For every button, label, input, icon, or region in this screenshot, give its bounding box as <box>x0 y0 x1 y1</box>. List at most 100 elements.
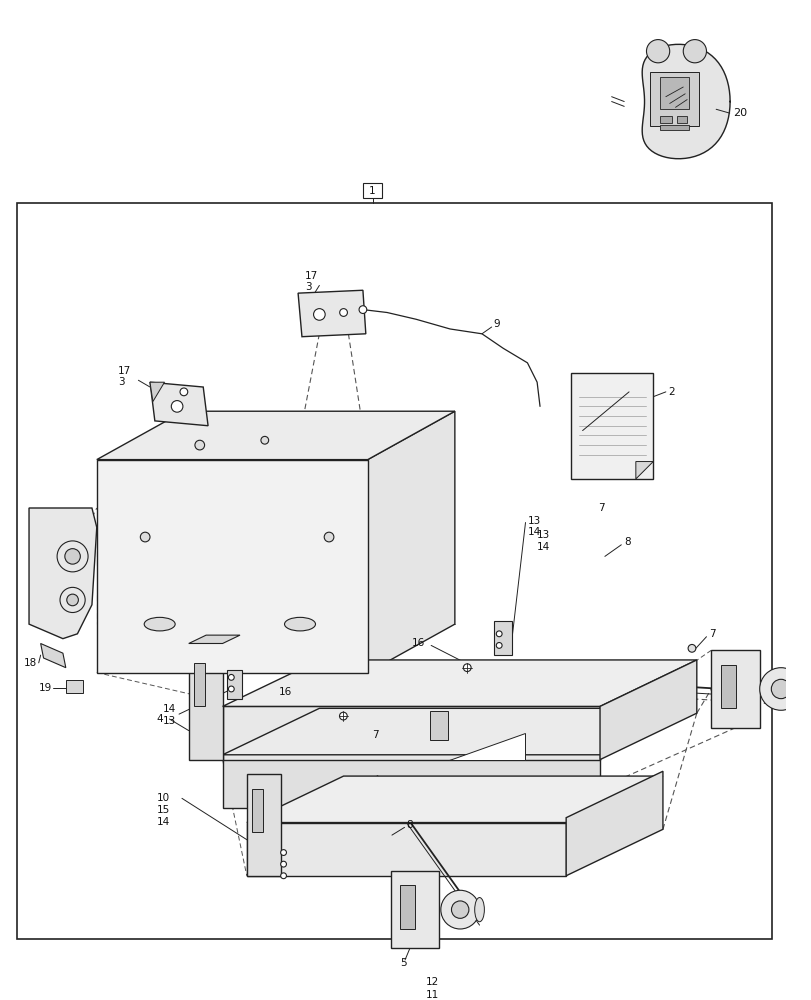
Polygon shape <box>227 670 242 699</box>
Polygon shape <box>222 708 696 755</box>
Bar <box>251 789 263 832</box>
Text: 8: 8 <box>406 820 413 830</box>
Polygon shape <box>41 643 66 668</box>
Circle shape <box>281 850 286 855</box>
Bar <box>400 885 414 929</box>
Circle shape <box>228 674 234 680</box>
Polygon shape <box>570 373 653 479</box>
Polygon shape <box>298 290 366 337</box>
Polygon shape <box>188 635 240 643</box>
Circle shape <box>195 440 204 450</box>
Text: 3: 3 <box>304 282 311 292</box>
Ellipse shape <box>144 617 175 631</box>
Text: 13: 13 <box>536 530 550 540</box>
Text: 7: 7 <box>372 730 379 740</box>
Circle shape <box>687 644 695 652</box>
Polygon shape <box>659 77 689 109</box>
Ellipse shape <box>474 898 484 922</box>
Text: 7: 7 <box>709 629 715 639</box>
Circle shape <box>463 664 470 672</box>
Polygon shape <box>247 823 565 876</box>
Polygon shape <box>710 650 759 728</box>
Text: 16: 16 <box>412 638 425 648</box>
Bar <box>17 203 771 939</box>
Circle shape <box>759 668 801 710</box>
Polygon shape <box>188 643 222 760</box>
Text: 3: 3 <box>118 377 125 387</box>
Text: 2: 2 <box>667 387 674 397</box>
Circle shape <box>451 901 468 918</box>
Bar <box>193 663 205 706</box>
Text: 14: 14 <box>536 542 550 552</box>
Bar <box>430 711 447 740</box>
Circle shape <box>440 890 479 929</box>
Polygon shape <box>222 706 599 760</box>
Text: 18: 18 <box>24 658 37 668</box>
Circle shape <box>67 594 79 606</box>
Circle shape <box>770 679 790 699</box>
Polygon shape <box>29 508 97 639</box>
Circle shape <box>496 631 501 637</box>
Bar <box>659 125 689 130</box>
Bar <box>66 680 83 693</box>
Text: 20: 20 <box>732 108 747 118</box>
Circle shape <box>313 309 324 320</box>
Circle shape <box>339 309 347 316</box>
Polygon shape <box>150 382 208 426</box>
Text: 13: 13 <box>527 516 540 526</box>
Polygon shape <box>650 72 698 126</box>
Text: 19: 19 <box>39 683 52 693</box>
Circle shape <box>228 686 234 692</box>
Ellipse shape <box>796 675 807 703</box>
Text: 17: 17 <box>118 366 131 376</box>
Circle shape <box>281 873 286 879</box>
Circle shape <box>57 541 88 572</box>
Bar <box>676 116 686 123</box>
Circle shape <box>358 306 367 313</box>
Polygon shape <box>599 660 696 760</box>
Polygon shape <box>565 771 662 876</box>
Circle shape <box>65 549 80 564</box>
Text: 5: 5 <box>400 958 406 968</box>
Circle shape <box>496 643 501 648</box>
Polygon shape <box>448 733 524 760</box>
Text: 9: 9 <box>493 319 500 329</box>
Text: 12: 12 <box>425 977 438 987</box>
Circle shape <box>180 388 187 396</box>
Text: 1: 1 <box>369 186 375 196</box>
Polygon shape <box>222 755 599 808</box>
Polygon shape <box>150 382 165 402</box>
Text: 15: 15 <box>157 805 169 815</box>
Polygon shape <box>635 462 653 479</box>
Text: 10: 10 <box>157 793 169 803</box>
Circle shape <box>682 40 706 63</box>
Text: 11: 11 <box>425 990 438 1000</box>
Ellipse shape <box>284 617 315 631</box>
Polygon shape <box>390 871 439 948</box>
Text: 14: 14 <box>527 527 540 537</box>
Bar <box>720 665 735 708</box>
Circle shape <box>646 40 669 63</box>
Text: 14: 14 <box>162 704 176 714</box>
Polygon shape <box>97 460 367 673</box>
Polygon shape <box>247 774 281 876</box>
Polygon shape <box>494 621 511 655</box>
Polygon shape <box>97 411 454 460</box>
Text: 4: 4 <box>157 714 163 724</box>
Circle shape <box>260 436 268 444</box>
Circle shape <box>60 587 85 613</box>
Circle shape <box>171 401 182 412</box>
Circle shape <box>281 861 286 867</box>
Polygon shape <box>222 660 696 706</box>
Text: 13: 13 <box>162 716 176 726</box>
Circle shape <box>140 532 150 542</box>
Text: 14: 14 <box>157 817 169 827</box>
Text: 8: 8 <box>624 537 630 547</box>
Text: 7: 7 <box>598 503 604 513</box>
FancyBboxPatch shape <box>363 183 381 198</box>
Polygon shape <box>642 44 729 159</box>
Text: 17: 17 <box>304 271 318 281</box>
Text: 16: 16 <box>279 687 292 697</box>
Circle shape <box>324 532 333 542</box>
Polygon shape <box>247 776 662 823</box>
